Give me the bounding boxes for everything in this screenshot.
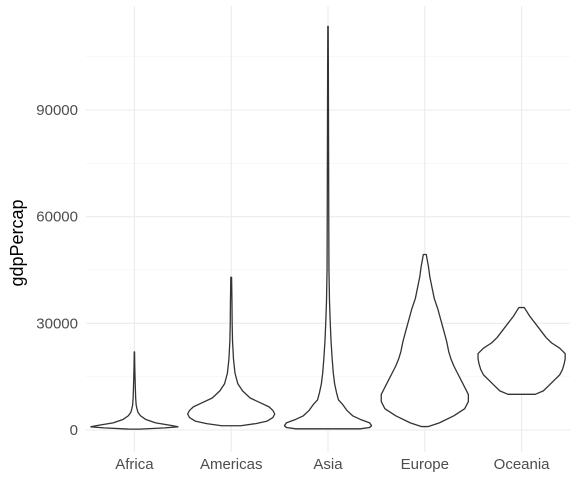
x-axis-tick-labels: Africa Americas Asia Europe Oceania [115,456,550,473]
y-axis-title: gdpPercap [7,199,27,286]
violin-africa [90,351,179,430]
y-tick-label: 60000 [36,209,78,226]
y-axis-tick-labels: 0 30000 60000 90000 [36,102,78,439]
x-tick-label: Oceania [494,456,551,473]
x-tick-label: Asia [313,456,343,473]
x-tick-label: Americas [200,456,263,473]
violin-americas [186,276,276,427]
y-tick-label: 0 [70,422,78,439]
violin-layer [90,25,566,430]
violin-oceania [477,306,566,395]
violin-asia [283,25,373,430]
violin-europe [380,253,470,428]
x-tick-label: Europe [401,456,449,473]
y-tick-label: 30000 [36,315,78,332]
y-tick-label: 90000 [36,102,78,119]
x-tick-label: Africa [115,456,154,473]
